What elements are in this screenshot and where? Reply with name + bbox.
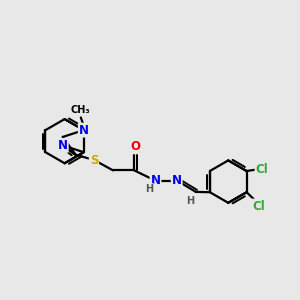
Text: CH₃: CH₃ (71, 104, 91, 115)
Text: H: H (145, 184, 153, 194)
Text: Cl: Cl (252, 200, 265, 212)
Text: O: O (131, 140, 141, 153)
Text: Cl: Cl (256, 163, 268, 176)
Text: N: N (172, 174, 182, 187)
Text: H: H (187, 196, 195, 206)
Text: N: N (79, 124, 89, 136)
Text: N: N (151, 174, 160, 187)
Text: S: S (90, 154, 98, 166)
Text: N: N (58, 139, 68, 152)
